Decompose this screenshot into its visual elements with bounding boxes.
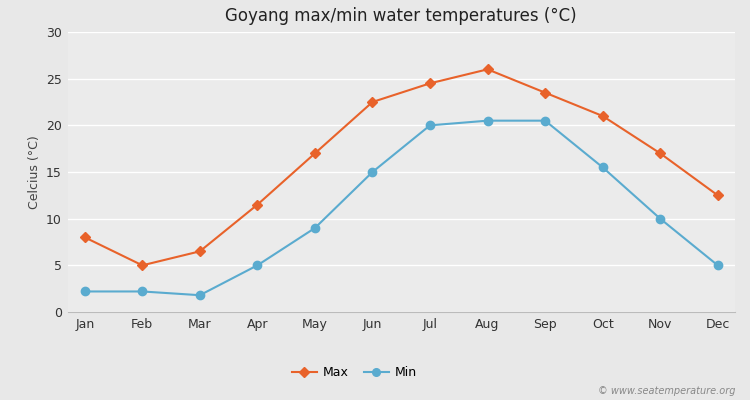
Text: © www.seatemperature.org: © www.seatemperature.org: [598, 386, 735, 396]
Title: Goyang max/min water temperatures (°C): Goyang max/min water temperatures (°C): [226, 7, 577, 25]
Legend: Max, Min: Max, Min: [286, 361, 422, 384]
Y-axis label: Celcius (°C): Celcius (°C): [28, 135, 40, 209]
